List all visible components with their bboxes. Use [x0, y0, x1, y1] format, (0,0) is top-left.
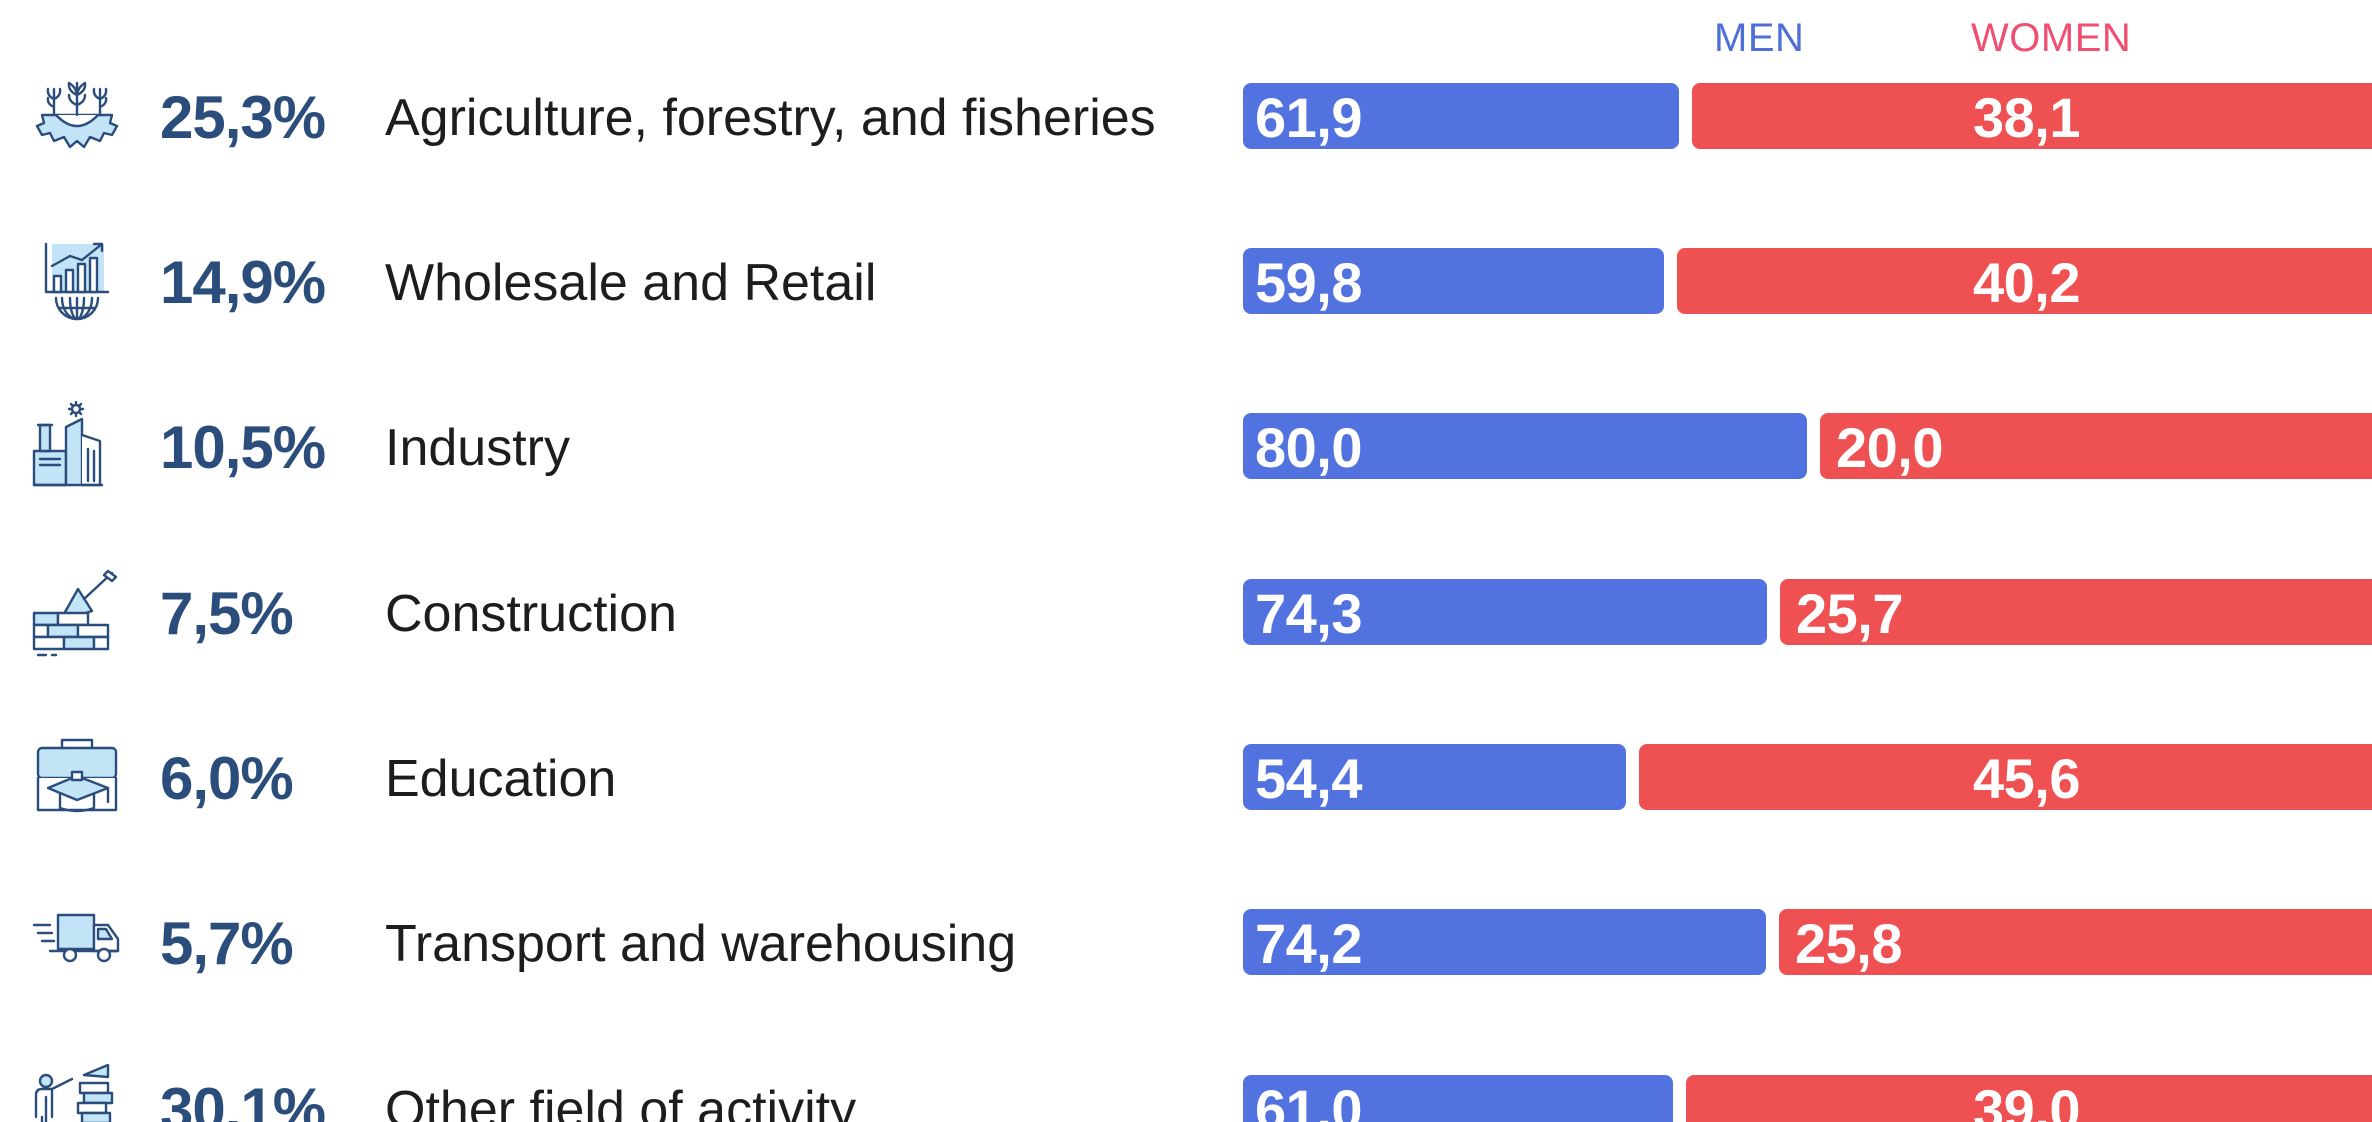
- bar-men: [1243, 909, 1766, 975]
- education-icon: [32, 732, 122, 822]
- other-activity-icon: [32, 1063, 122, 1122]
- share-percent-label: 6,0%: [160, 745, 294, 812]
- chart-row: 6,0% Education 54,4 45,6: [0, 727, 2372, 827]
- share-percent-label: 10,5%: [160, 414, 326, 481]
- bar-men: [1243, 83, 1679, 149]
- stacked-bar: 61,9 38,1: [1243, 83, 2372, 149]
- bar-women: [1639, 744, 2372, 810]
- chart-row: 25,3% Agriculture, forestry, and fisheri…: [0, 66, 2372, 166]
- chart-row: 14,9% Wholesale and Retail 59,8 40,2: [0, 231, 2372, 331]
- bar-label-women: 25,8: [1795, 912, 1903, 975]
- bar-men: [1243, 744, 1626, 810]
- bar-label-men: 54,4: [1255, 747, 1363, 810]
- category-label: Other field of activity: [385, 1081, 857, 1122]
- bar-label-women: 39,0: [1973, 1078, 2081, 1122]
- share-percent-label: 7,5%: [160, 580, 294, 647]
- stacked-bar: 80,0 20,0: [1243, 413, 2372, 479]
- stacked-bar: 74,3 25,7: [1243, 579, 2372, 645]
- stacked-bar: 59,8 40,2: [1243, 248, 2372, 314]
- category-label: Transport and warehousing: [385, 915, 1017, 973]
- bar-label-men: 74,2: [1255, 912, 1363, 975]
- share-percent-label: 14,9%: [160, 249, 326, 316]
- chart-row: 10,5% Industry 80,0 20,0: [0, 396, 2372, 496]
- chart-row: 7,5% Construction 74,3 25,7: [0, 562, 2372, 662]
- bar-women: [1780, 579, 2372, 645]
- agriculture-icon: [32, 71, 122, 161]
- bar-women: [1692, 83, 2372, 149]
- stacked-bar: 61,0 39,0: [1243, 1075, 2372, 1122]
- legend-men: MEN: [1714, 16, 1805, 60]
- bar-label-men: 59,8: [1255, 251, 1363, 314]
- category-label: Construction: [385, 585, 677, 643]
- bar-label-men: 61,0: [1255, 1078, 1363, 1122]
- bar-label-women: 20,0: [1836, 416, 1944, 479]
- share-percent-label: 25,3%: [160, 84, 326, 151]
- bar-women: [1820, 413, 2372, 479]
- bar-men: [1243, 1075, 1673, 1122]
- bar-men: [1243, 413, 1807, 479]
- category-label: Agriculture, forestry, and fisheries: [385, 89, 1156, 147]
- stacked-bar: 54,4 45,6: [1243, 744, 2372, 810]
- category-label: Industry: [385, 419, 570, 477]
- share-percent-label: 30,1%: [160, 1076, 326, 1122]
- bar-women: [1686, 1075, 2372, 1122]
- chart-row: 5,7% Transport and warehousing 74,2 25,8: [0, 892, 2372, 992]
- legend-women: WOMEN: [1971, 16, 2132, 60]
- industry-icon: [32, 401, 122, 491]
- stacked-bar: 74,2 25,8: [1243, 909, 2372, 975]
- wholesale-retail-icon: [32, 236, 122, 326]
- bar-label-women: 45,6: [1973, 747, 2081, 810]
- category-label: Wholesale and Retail: [385, 254, 877, 312]
- bar-label-men: 74,3: [1255, 582, 1363, 645]
- bar-women: [1677, 248, 2372, 314]
- bar-men: [1243, 248, 1664, 314]
- bar-label-women: 40,2: [1973, 251, 2081, 314]
- bar-women: [1779, 909, 2372, 975]
- transport-truck-icon: [32, 897, 122, 987]
- bar-men: [1243, 579, 1767, 645]
- category-label: Education: [385, 750, 617, 808]
- chart-row: 30,1% Other field of activity 61,0 39,0: [0, 1058, 2372, 1122]
- share-percent-label: 5,7%: [160, 910, 294, 977]
- bar-label-women: 25,7: [1796, 582, 1904, 645]
- bar-label-men: 61,9: [1255, 86, 1363, 149]
- bar-label-men: 80,0: [1255, 416, 1363, 479]
- construction-icon: [32, 567, 122, 657]
- bar-label-women: 38,1: [1973, 86, 2081, 149]
